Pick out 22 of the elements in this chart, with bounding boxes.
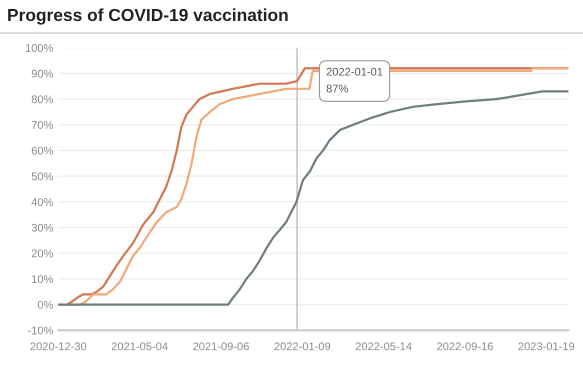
y-tick-label: 20% <box>32 249 54 258</box>
x-tick-label: 2022-01-09 <box>274 342 330 350</box>
annotation: 87% <box>326 84 348 92</box>
y-tick-label: 80% <box>32 95 54 104</box>
y-tick-label: 50% <box>32 172 54 180</box>
x-tick-label: 2023-01-19 <box>518 342 574 350</box>
x-tick-label: 2020-12-30 <box>30 342 86 350</box>
x-tick-label: 2022-09-16 <box>437 342 493 350</box>
x-tick-label: 2021-09-06 <box>193 342 249 350</box>
y-tick-label: -10% <box>28 326 54 334</box>
y-tick-label: 90% <box>32 70 54 78</box>
y-tick-label: 10% <box>32 275 54 284</box>
y-tick-label: 0% <box>38 300 54 309</box>
y-tick-label: 100% <box>26 44 54 52</box>
chart-title: Progress of COVID-19 vaccination <box>8 8 288 25</box>
x-tick-label: 2022-05-14 <box>356 342 412 350</box>
y-tick-label: 30% <box>32 224 54 232</box>
y-tick-label: 60% <box>32 146 54 155</box>
x-tick-label: 2021-05-04 <box>112 342 168 350</box>
annotation: 2022-01-01 <box>326 68 382 76</box>
y-tick-label: 70% <box>32 121 54 129</box>
y-tick-label: 40% <box>31 198 54 206</box>
